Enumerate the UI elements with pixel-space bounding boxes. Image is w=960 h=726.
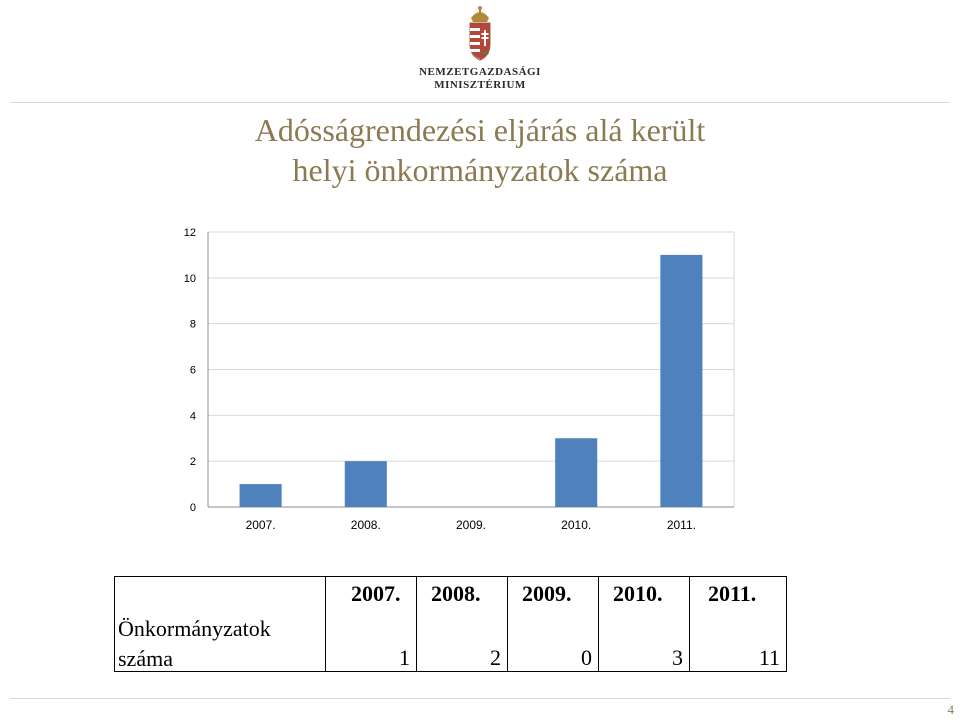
x-tick-label: 2010. <box>561 518 591 532</box>
bar <box>555 438 598 507</box>
x-tick-label: 2007. <box>246 518 276 532</box>
table-cell: 2009. 0 <box>507 576 599 672</box>
table-value: 11 <box>758 645 780 670</box>
table-year-header: 2010. <box>613 581 663 606</box>
table-cell: 2010. 3 <box>598 576 690 672</box>
coat-of-arms-icon <box>469 6 491 61</box>
ministry-name: NEMZETGAZDASÁGI MINISZTÉRIUM <box>405 66 555 92</box>
ministry-name-line2: MINISZTÉRIUM <box>434 79 526 91</box>
data-table: Önkormányzatok száma 2007. 1 2008. 2 200… <box>114 576 787 672</box>
table-row-label-line1: Önkormányzatok <box>118 616 271 641</box>
table-value: 2 <box>490 645 501 670</box>
ministry-logo: NEMZETGAZDASÁGI MINISZTÉRIUM <box>405 4 555 94</box>
x-tick-label: 2011. <box>667 518 696 532</box>
page-number: 4 <box>947 702 955 717</box>
x-tick-label: 2008. <box>351 518 381 532</box>
table-value: 1 <box>399 645 410 670</box>
table-year-header: 2009. <box>522 581 572 606</box>
table-cell: 2008. 2 <box>416 576 508 672</box>
y-tick-label: 10 <box>184 273 196 285</box>
y-tick-label: 8 <box>190 319 196 331</box>
table-row-header: Önkormányzatok száma <box>114 576 326 674</box>
table-value: 0 <box>581 645 592 670</box>
y-tick-label: 12 <box>184 227 196 239</box>
table-row-label: Önkormányzatok száma <box>118 614 271 674</box>
ministry-name-line1: NEMZETGAZDASÁGI <box>419 66 541 78</box>
slide-title-line2: helyi önkormányzatok száma <box>292 152 668 188</box>
bar <box>660 254 703 507</box>
table-year-header: 2008. <box>431 581 481 606</box>
bar-chart: 0 2 4 6 8 10 12 2007. 2008. 2009. 2010. 2011. <box>184 227 735 532</box>
table-row-label-line2: száma <box>118 646 173 671</box>
header-divider <box>10 102 950 103</box>
slide-title-line1: Adósságrendezési eljárás alá került <box>254 112 706 148</box>
table-year-header: 2007. <box>351 581 401 606</box>
table-row: Önkormányzatok száma 2007. 1 2008. 2 200… <box>114 576 787 674</box>
footer-divider <box>10 698 950 699</box>
y-tick-label: 4 <box>190 410 196 422</box>
slide-title: Adósságrendezési eljárás alá került hely… <box>180 110 780 190</box>
bar <box>239 484 282 507</box>
y-tick-label: 0 <box>190 502 196 514</box>
y-tick-label: 2 <box>190 456 196 468</box>
table-year-header: 2011. <box>708 581 757 606</box>
table-cell: 2011. 11 <box>689 576 787 672</box>
bar <box>344 461 387 507</box>
table-value: 3 <box>672 645 683 670</box>
y-tick-label: 6 <box>190 365 196 377</box>
x-tick-label: 2009. <box>456 518 486 532</box>
table-cell: 2007. 1 <box>325 576 417 672</box>
